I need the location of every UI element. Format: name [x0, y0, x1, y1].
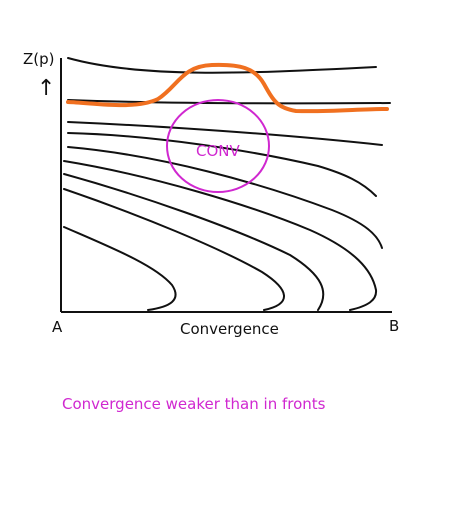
x-axis-label: Convergence: [180, 320, 279, 338]
isentrope-5: [67, 146, 383, 249]
isentropes: [63, 57, 391, 311]
point-a-label: A: [52, 318, 63, 336]
isentrope-3: [67, 121, 383, 146]
tropopause-line: [66, 62, 389, 114]
isentrope-7: [63, 173, 325, 311]
isentrope-2: [67, 99, 391, 105]
isentrope-1: [67, 57, 377, 74]
y-axis-label: Z(p): [23, 50, 55, 68]
point-b-label: B: [389, 317, 399, 335]
convergence-circle: [166, 99, 270, 193]
axes: [60, 58, 392, 313]
isentrope-4: [67, 132, 377, 197]
y-axis-arrow: ↑: [37, 76, 55, 101]
isentrope-8: [63, 188, 285, 311]
isentrope-6: [63, 160, 378, 311]
caption: Convergence weaker than in fronts: [62, 395, 326, 413]
isentrope-9: [63, 226, 177, 311]
conv-label: CONV: [196, 142, 241, 160]
